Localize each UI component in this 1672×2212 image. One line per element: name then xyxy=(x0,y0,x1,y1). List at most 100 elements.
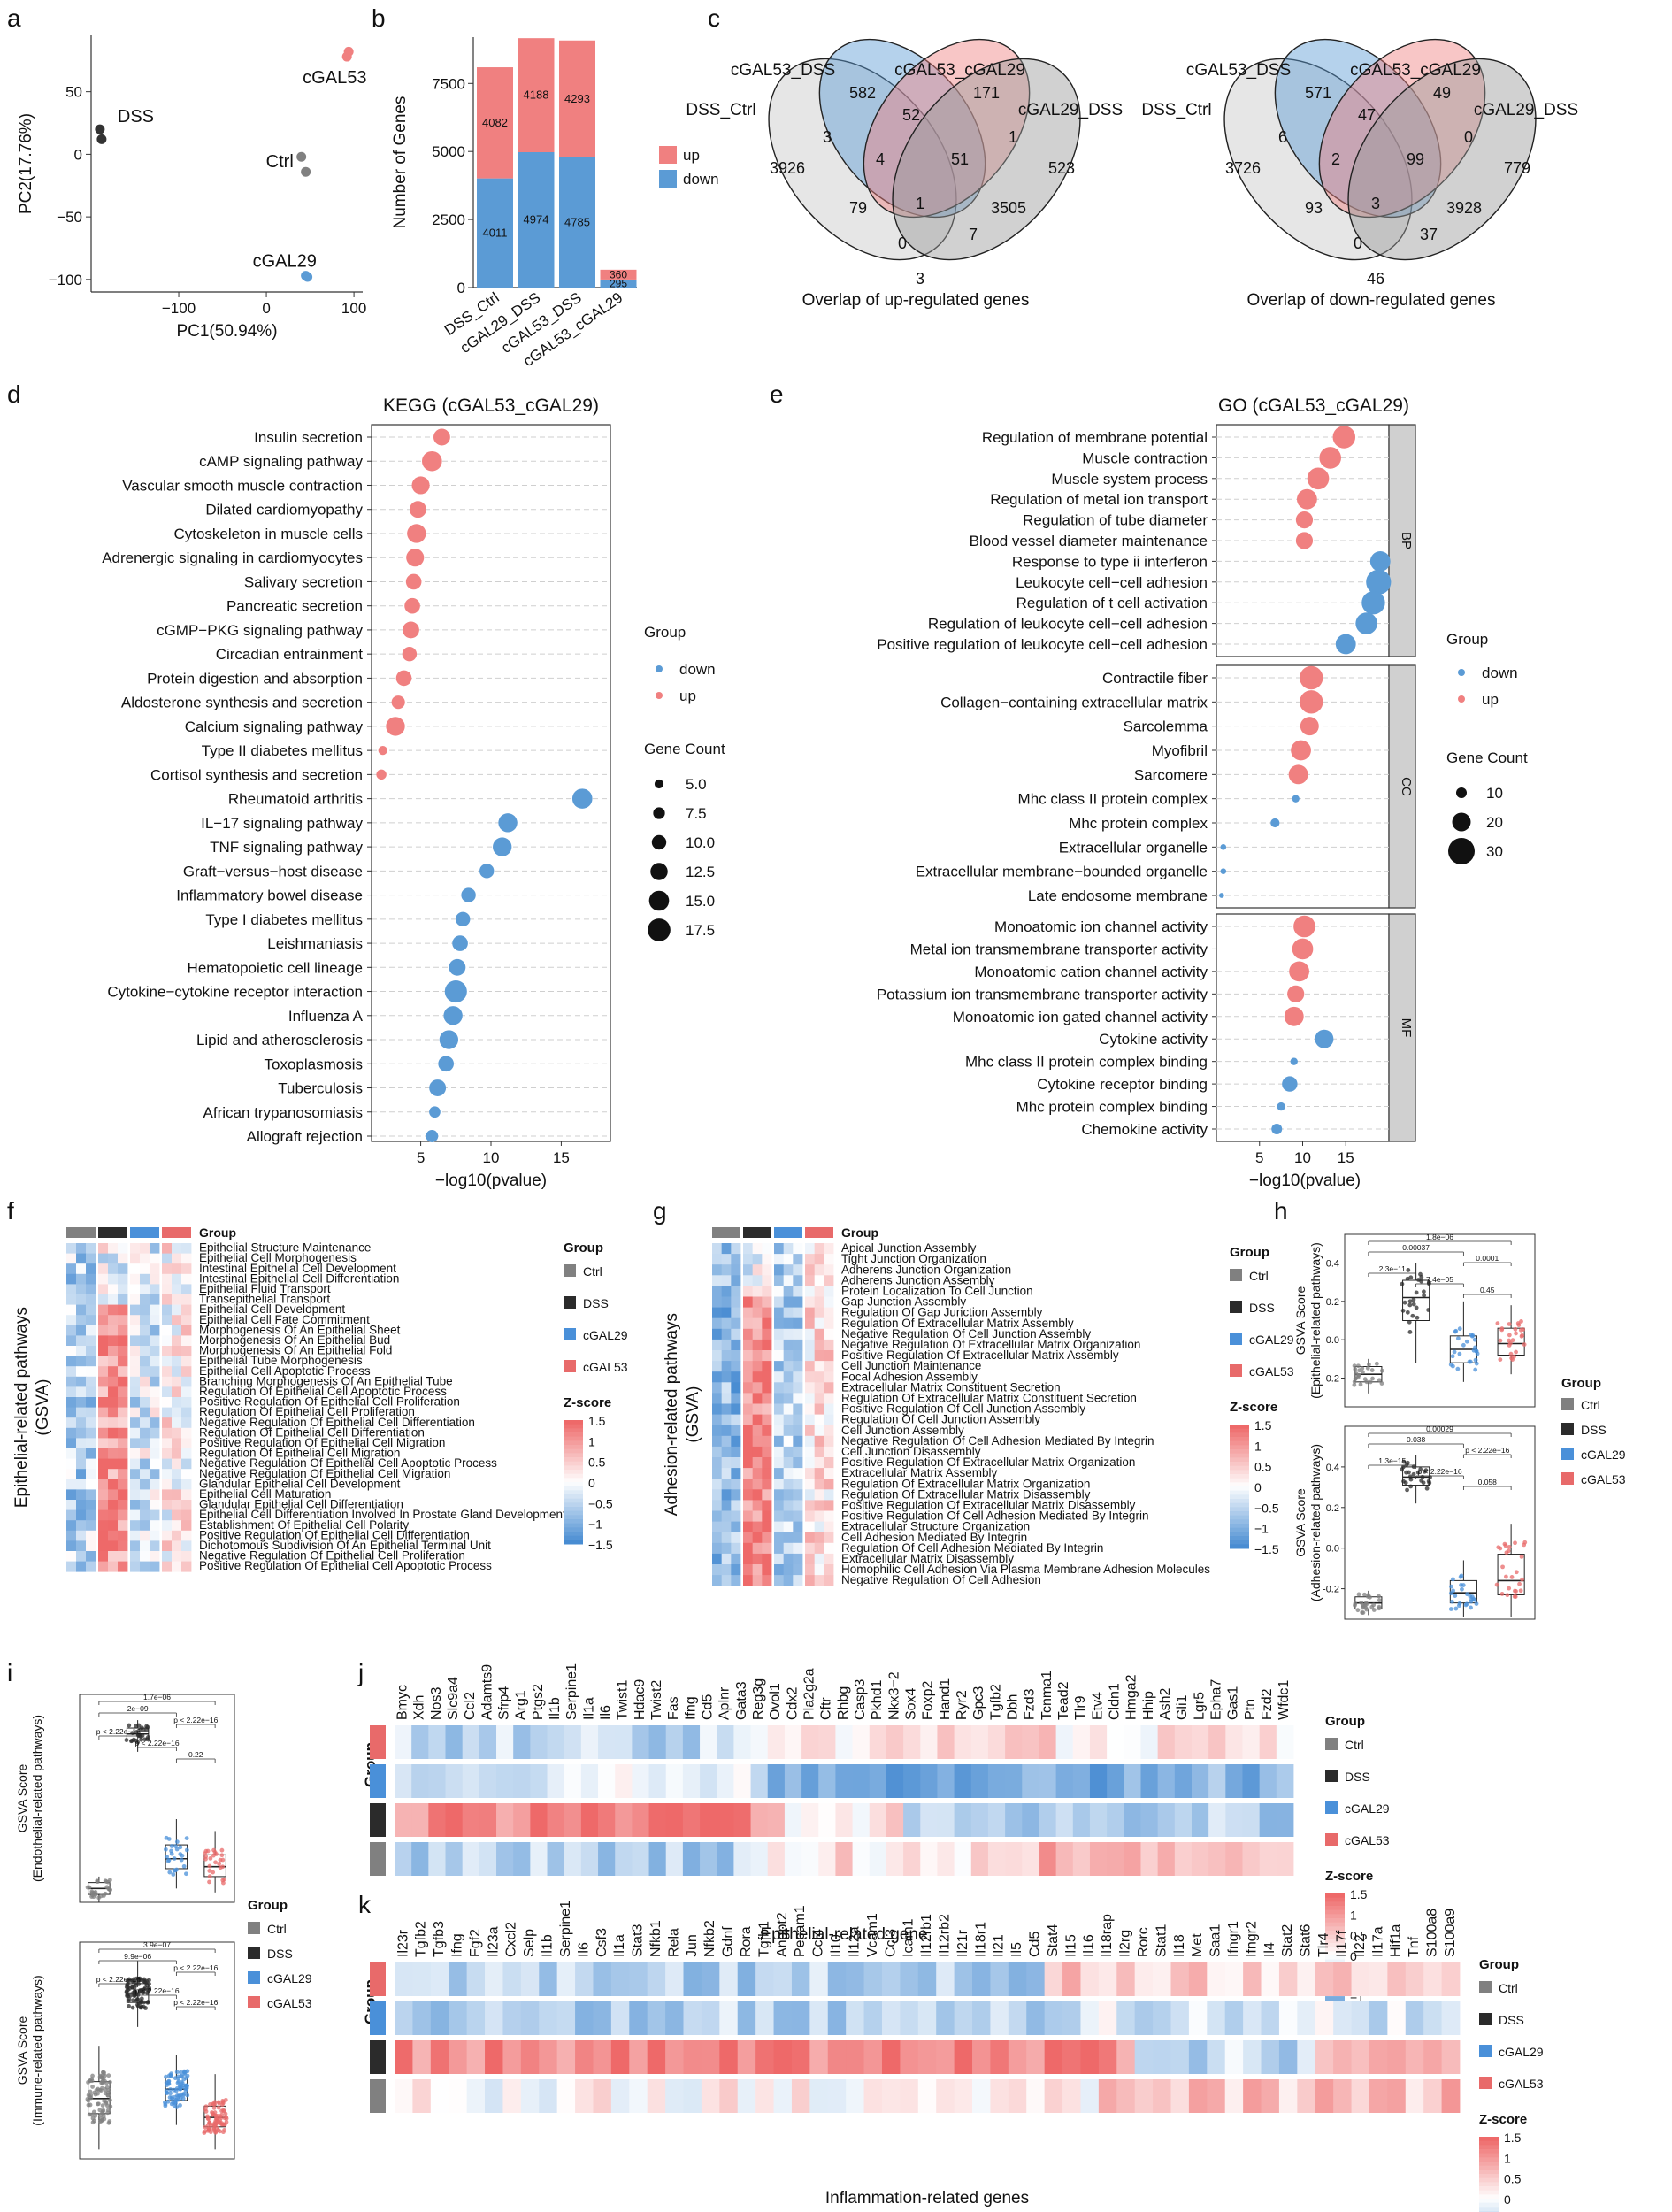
box-point xyxy=(146,1987,151,1993)
heatmap-cell xyxy=(513,1764,531,1798)
panel-letter-e: e xyxy=(770,380,784,408)
x-tick-label: 5 xyxy=(417,1149,425,1166)
heatmap-cell xyxy=(1207,2040,1226,2074)
venn-count: 3 xyxy=(916,270,924,288)
heatmap-cell xyxy=(752,1457,763,1469)
heatmap-cell xyxy=(162,1325,173,1336)
legend-label: cGAL29 xyxy=(583,1328,628,1342)
venn-caption: Overlap of down-regulated genes xyxy=(1247,291,1496,310)
heatmap-cell xyxy=(824,1275,834,1286)
box-point xyxy=(1472,1337,1477,1342)
heatmap-cell xyxy=(76,1253,87,1264)
legend-title: Z-score xyxy=(1479,2112,1527,2127)
legend-label: cGAL53 xyxy=(1249,1364,1294,1379)
heatmap-cell xyxy=(86,1489,96,1501)
heatmap-cell xyxy=(824,1393,834,1404)
term-dot xyxy=(498,813,518,833)
term-label: Toxoplasmosis xyxy=(265,1056,364,1072)
box-point xyxy=(178,2103,182,2108)
box-point xyxy=(1369,1368,1375,1372)
colorbar-segment xyxy=(1479,2182,1499,2187)
heatmap-cell xyxy=(108,1479,119,1490)
heatmap-cell xyxy=(1225,1725,1243,1759)
colorbar-segment xyxy=(1230,1532,1249,1537)
pathway-label: Gap Junction Assembly xyxy=(841,1295,966,1309)
y-axis-title: (Epithelial-related pathways) xyxy=(1308,1242,1323,1399)
heatmap-cell xyxy=(701,2001,720,2035)
box-point xyxy=(1499,1326,1505,1331)
heatmap-cell xyxy=(814,1435,824,1448)
box-point xyxy=(1510,1338,1515,1343)
heatmap-cell xyxy=(1134,2001,1154,2035)
heatmap-cell xyxy=(774,1350,785,1362)
heatmap-cell xyxy=(86,1469,96,1480)
heatmap-cell xyxy=(428,1842,446,1876)
heatmap-cell xyxy=(917,2040,937,2074)
heatmap-cell xyxy=(936,2040,955,2074)
heatmap-cell xyxy=(731,1457,741,1469)
heatmap-cell xyxy=(954,2001,973,2035)
legend-dot xyxy=(1458,695,1465,703)
heatmap-cell xyxy=(118,1561,128,1572)
heatmap-cell xyxy=(721,1296,732,1308)
heatmap-cell xyxy=(1116,2001,1136,2035)
gene-label: S100a9 xyxy=(1443,1909,1458,1957)
heatmap-cell xyxy=(140,1427,150,1439)
heatmap-cell xyxy=(118,1458,128,1470)
heatmap-cell xyxy=(827,2079,847,2113)
y-tick-label: −100 xyxy=(49,272,82,288)
heatmap-cell xyxy=(773,2001,793,2035)
y-tick-label: 0.4 xyxy=(1326,1259,1339,1270)
legend-title: Group xyxy=(248,1898,288,1913)
y-axis-title: (GSVA) xyxy=(684,1386,702,1443)
heatmap-cell xyxy=(717,1764,734,1798)
colorbar-segment xyxy=(1230,1462,1249,1467)
box-point xyxy=(203,2109,209,2114)
gene-label: Il17a xyxy=(1370,1926,1385,1957)
pathway-label: Regulation Of Cell Junction Assembly xyxy=(841,1413,1040,1426)
y-tick-label: 0.2 xyxy=(1326,1297,1339,1308)
heatmap-cell xyxy=(445,1842,464,1876)
bar-down xyxy=(477,178,513,288)
heatmap-cell xyxy=(181,1397,192,1408)
heatmap-cell xyxy=(479,1842,497,1876)
colorbar-tick: 1 xyxy=(1350,1908,1357,1922)
term-label: Calcium signaling pathway xyxy=(185,718,364,735)
heatmap-cell xyxy=(181,1561,192,1572)
heatmap-cell xyxy=(108,1304,119,1316)
pca-group-label: cGAL29 xyxy=(253,252,317,272)
heatmap-cell xyxy=(150,1469,160,1480)
heatmap-cell xyxy=(752,1275,763,1286)
heatmap-cell xyxy=(108,1376,119,1387)
venn-count: 3928 xyxy=(1446,199,1482,217)
heatmap-cell xyxy=(140,1417,150,1429)
colorbar-tick: 1.5 xyxy=(588,1414,606,1428)
heatmap-cell xyxy=(66,1304,77,1316)
box-point xyxy=(139,1737,144,1742)
box-point xyxy=(172,1856,177,1861)
colorbar-segment xyxy=(1479,2199,1499,2204)
heatmap-cell xyxy=(98,1366,109,1378)
gene-label: S100a8 xyxy=(1424,1909,1439,1957)
bar-value-label: 4293 xyxy=(564,92,590,105)
colorbar-segment xyxy=(1230,1437,1249,1442)
box-point xyxy=(134,1724,138,1729)
heatmap-cell xyxy=(648,1764,667,1798)
heatmap-cell xyxy=(721,1317,732,1330)
heatmap-cell xyxy=(805,1414,816,1426)
plot-title: KEGG (cGAL53_cGAL29) xyxy=(383,396,599,416)
heatmap-cell xyxy=(719,2001,739,2035)
heatmap-cell xyxy=(1174,1764,1193,1798)
heatmap-cell xyxy=(86,1263,96,1275)
box-point xyxy=(184,1847,189,1853)
p-value-label: p < 2.22e−16 xyxy=(173,1716,218,1724)
heatmap-cell xyxy=(712,1457,723,1469)
heatmap-cell xyxy=(721,1371,732,1383)
box-point xyxy=(1422,1293,1427,1298)
box-point xyxy=(1415,1470,1421,1475)
heatmap-cell xyxy=(774,1553,785,1565)
pca-point xyxy=(343,46,354,57)
gene-label: Il17f xyxy=(1334,1930,1349,1957)
heatmap-cell xyxy=(721,1254,732,1265)
venn-count: 0 xyxy=(1464,128,1473,146)
